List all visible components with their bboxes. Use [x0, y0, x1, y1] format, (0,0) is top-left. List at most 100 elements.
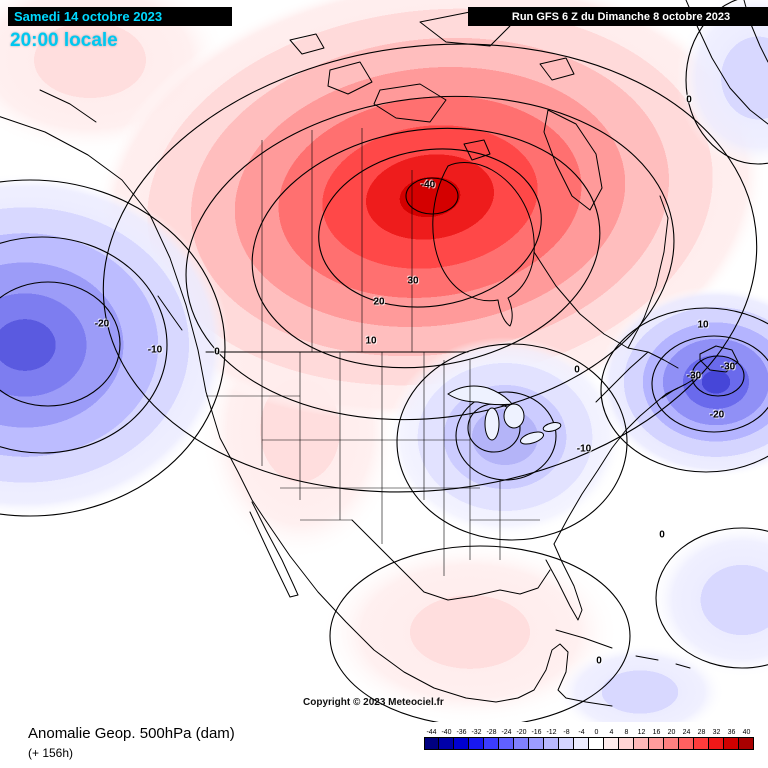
legend-color-swatch — [709, 737, 724, 750]
legend-color-swatch — [544, 737, 559, 750]
legend-color-swatch — [589, 737, 604, 750]
great-lakes — [447, 385, 562, 445]
pink-anomaly-mexico — [320, 540, 620, 722]
legend-value: -28 — [486, 729, 497, 736]
forecast-hour-label: (+ 156h) — [28, 746, 74, 760]
contour-value-label: -10 — [576, 443, 592, 455]
legend-cell: -36 — [454, 728, 469, 750]
contour-lines — [0, 0, 768, 722]
run-box: Run GFS 6 Z du Dimanche 8 octobre 2023 — [468, 7, 768, 26]
legend-color-swatch — [634, 737, 649, 750]
coastlines — [0, 0, 768, 707]
legend-cell: 36 — [724, 728, 739, 750]
legend-color-swatch — [574, 737, 589, 750]
legend-color-swatch — [604, 737, 619, 750]
legend-cell: -4 — [574, 728, 589, 750]
legend-value: -36 — [456, 729, 467, 736]
legend-color-swatch — [529, 737, 544, 750]
legend-value: 24 — [682, 729, 691, 736]
legend-color-swatch — [559, 737, 574, 750]
local-time-label: 20:00 locale — [10, 30, 118, 51]
contour-value-label: 0 — [659, 529, 665, 541]
legend-color-swatch — [424, 737, 439, 750]
legend-cell: 24 — [679, 728, 694, 750]
legend-color-swatch — [469, 737, 484, 750]
blue-anomaly-southeast — [650, 522, 768, 678]
legend-value: 12 — [637, 729, 646, 736]
legend-color-swatch — [619, 737, 634, 750]
contour-value-label: 10 — [365, 335, 377, 347]
legend-color-swatch — [454, 737, 469, 750]
legend-color-swatch — [649, 737, 664, 750]
contour-value-label: -30 — [686, 370, 702, 382]
legend-cell: 28 — [694, 728, 709, 750]
contour-value-label: 10 — [697, 319, 709, 331]
legend-color-swatch — [484, 737, 499, 750]
legend-color-swatch — [679, 737, 694, 750]
legend-cell: 4 — [604, 728, 619, 750]
legend-value: -24 — [501, 729, 512, 736]
copyright-text: Copyright © 2023 Meteociel.fr — [303, 697, 444, 708]
legend-cell: -40 — [439, 728, 454, 750]
legend-value: -16 — [531, 729, 542, 736]
legend-value: -8 — [563, 729, 570, 736]
legend-cell: -32 — [469, 728, 484, 750]
contour-value-label: 0 — [596, 655, 602, 667]
legend-value: -4 — [578, 729, 585, 736]
legend-value: 8 — [624, 729, 629, 736]
legend-color-swatch — [499, 737, 514, 750]
legend-cell: 40 — [739, 728, 754, 750]
contour-value-label: 30 — [407, 275, 419, 287]
legend-value: 4 — [609, 729, 614, 736]
legend-cell: 16 — [649, 728, 664, 750]
state-borders — [206, 128, 540, 576]
legend-value: -40 — [441, 729, 452, 736]
legend-value: -20 — [516, 729, 527, 736]
map-image: -40 30 20 10 0 -10 -20 0 -10 10 -30 -30 -20 0 0 0 Copyr… — [0, 0, 768, 722]
date-label: Samedi 14 octobre 2023 — [14, 9, 163, 24]
legend-value: -44 — [426, 729, 437, 736]
legend-value: 36 — [727, 729, 736, 736]
legend-scale: -44 -40 -36 -32 -28 -24 -20 -16 -12 -8 -4 0 4 8 12 16 20… — [424, 728, 754, 750]
run-label: Run GFS 6 Z du Dimanche 8 octobre 2023 — [511, 10, 731, 23]
blue-anomaly-greatlakes — [387, 337, 623, 537]
contour-value-label: 0 — [686, 94, 692, 106]
legend-color-swatch — [664, 737, 679, 750]
legend-cell: -24 — [499, 728, 514, 750]
footer-bar: Anomalie Geop. 500hPa (dam) (+ 156h) -44… — [0, 722, 768, 768]
legend-color-swatch — [724, 737, 739, 750]
legend-cell: 8 — [619, 728, 634, 750]
contour-value-label: -40 — [420, 179, 436, 191]
contour-value-label: -20 — [709, 409, 725, 421]
blue-anomaly-caribbean — [555, 644, 725, 722]
legend-cell: -12 — [544, 728, 559, 750]
contour-value-label: 0 — [574, 364, 580, 376]
legend-value: 28 — [697, 729, 706, 736]
legend-cell: 0 — [589, 728, 604, 750]
contour-value-label: -10 — [147, 344, 163, 356]
legend-value: 32 — [712, 729, 721, 736]
contour-value-label: -20 — [94, 318, 110, 330]
contour-value-label: -30 — [720, 361, 736, 373]
legend-color-swatch — [514, 737, 529, 750]
legend-value: 16 — [652, 729, 661, 736]
legend-cell: 20 — [664, 728, 679, 750]
legend-value: 40 — [742, 729, 751, 736]
contour-value-label: 0 — [214, 346, 220, 358]
legend-color-swatch — [694, 737, 709, 750]
legend-color-swatch — [439, 737, 454, 750]
legend-value: -32 — [471, 729, 482, 736]
legend-cell: -44 — [424, 728, 439, 750]
blue-anomaly-atlantic — [598, 286, 768, 478]
contour-value-label: 20 — [373, 296, 385, 308]
blue-anomaly-pacific — [0, 173, 230, 517]
legend-cell: 12 — [634, 728, 649, 750]
legend-cell: -16 — [529, 728, 544, 750]
legend-cell: 32 — [709, 728, 724, 750]
legend-value: -12 — [546, 729, 557, 736]
legend-cell: -20 — [514, 728, 529, 750]
legend-cell: -8 — [559, 728, 574, 750]
map-title: Anomalie Geop. 500hPa (dam) — [28, 725, 235, 742]
anomaly-map-svg — [0, 0, 768, 722]
